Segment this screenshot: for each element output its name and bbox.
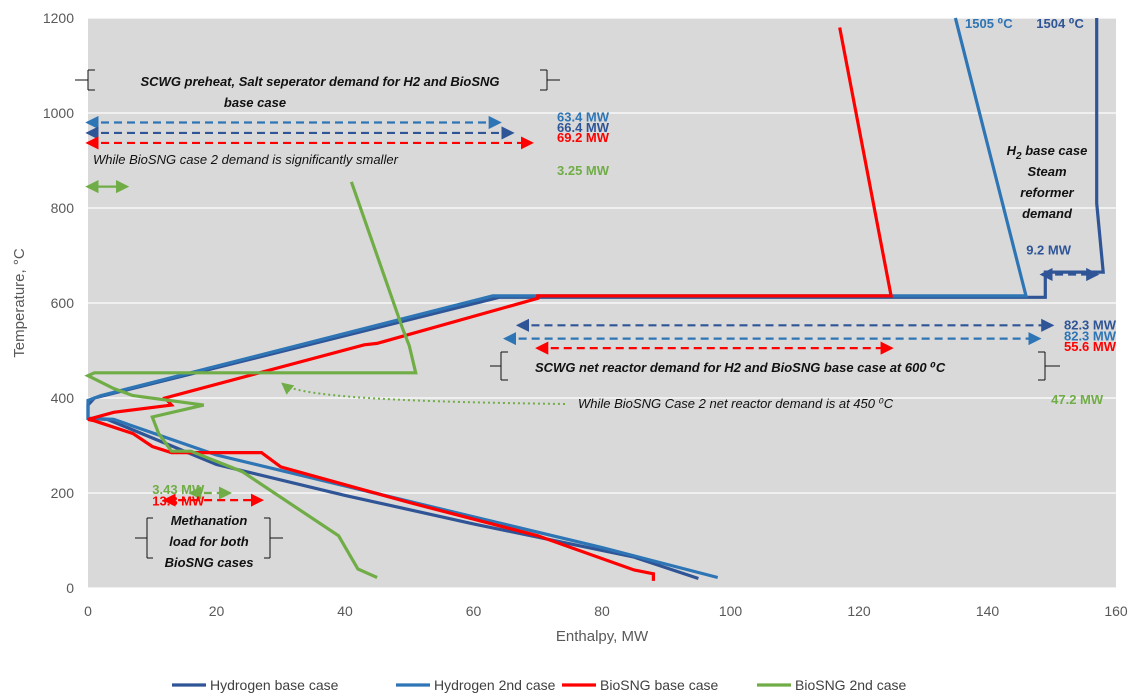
y-tick-label: 0 xyxy=(66,580,74,596)
x-tick-label: 80 xyxy=(594,603,610,619)
x-tick-label: 60 xyxy=(466,603,482,619)
annotation-value-label: 13.8 MW xyxy=(152,494,205,509)
annotation-value-label: 1504 ⁰C xyxy=(1036,16,1084,31)
annotation-value-label: 3.43 MW xyxy=(152,482,205,497)
legend-label: BioSNG base case xyxy=(600,677,718,693)
y-tick-label: 200 xyxy=(51,485,75,501)
biosng2-reactor-note: While BioSNG Case 2 net reactor demand i… xyxy=(578,396,894,411)
x-tick-label: 120 xyxy=(847,603,871,619)
annotation-value-label: 47.2 MW xyxy=(1051,392,1104,407)
svg-text:SCWG preheat, Salt seperator d: SCWG preheat, Salt seperator demand for … xyxy=(140,74,499,89)
svg-text:H2 base case: H2 base case xyxy=(1007,143,1088,162)
annotation-arrows xyxy=(85,115,1100,507)
annotation-value-label: 82.3 MW xyxy=(1064,328,1117,343)
series-line-biosng-base-case xyxy=(87,27,894,581)
reactor-note: SCWG net reactor demand for H2 and BioSN… xyxy=(490,351,1060,381)
y-tick-labels: 0 200 400 600 800 1000 1200 xyxy=(43,10,74,596)
annotation-value-label: 3.25 MW xyxy=(557,163,610,178)
legend-label: BioSNG 2nd case xyxy=(795,677,906,693)
svg-text:base case: base case xyxy=(224,95,286,110)
x-tick-label: 40 xyxy=(337,603,353,619)
svg-text:load for both: load for both xyxy=(169,534,248,549)
svg-text:BioSNG cases: BioSNG cases xyxy=(165,555,254,570)
x-tick-label: 20 xyxy=(209,603,225,619)
x-tick-label: 0 xyxy=(84,603,92,619)
biosng2-reactor-pointer xyxy=(281,382,566,405)
grid xyxy=(88,17,1116,589)
svg-text:reformer: reformer xyxy=(1020,185,1074,200)
y-tick-label: 1200 xyxy=(43,10,74,26)
biosng2-preheat-note: While BioSNG case 2 demand is significan… xyxy=(93,152,399,167)
annotation-value-label: 1505 ⁰C xyxy=(965,16,1013,31)
svg-text:Steam: Steam xyxy=(1027,164,1066,179)
x-tick-label: 100 xyxy=(719,603,743,619)
preheat-note: SCWG preheat, Salt seperator demand for … xyxy=(75,69,560,110)
y-axis-title: Temperature, °C xyxy=(11,248,28,358)
methanation-note: Methanation load for both BioSNG cases xyxy=(135,513,283,570)
x-tick-label: 140 xyxy=(976,603,1000,619)
x-axis-title: Enthalpy, MW xyxy=(556,628,649,645)
legend-label: Hydrogen 2nd case xyxy=(434,677,556,693)
annotation-value-label: 66.4 MW xyxy=(557,120,610,135)
y-tick-label: 1000 xyxy=(43,105,74,121)
h2-reformer-note: H2 base case Steam reformer demand xyxy=(1007,143,1088,221)
y-tick-label: 800 xyxy=(51,200,75,216)
annotation-value-label: 63.4 MW xyxy=(557,109,610,124)
svg-text:Methanation: Methanation xyxy=(171,513,248,528)
y-tick-label: 400 xyxy=(51,390,75,406)
legend-label: Hydrogen base case xyxy=(210,677,339,693)
legend: Hydrogen base case Hydrogen 2nd case BioSN… xyxy=(172,677,906,693)
x-tick-labels: 0 20 40 60 80 100 120 140 160 xyxy=(84,603,1128,619)
svg-text:SCWG net reactor demand for H: SCWG net reactor demand for H2 and BioSN… xyxy=(535,360,946,375)
annotation-value-label: 9.2 MW xyxy=(1026,242,1072,257)
x-tick-label: 160 xyxy=(1104,603,1128,619)
y-tick-label: 600 xyxy=(51,295,75,311)
series-layer xyxy=(84,17,1105,581)
annotation-value-label: 55.6 MW xyxy=(1064,339,1117,354)
annotation-value-label: 69.2 MW xyxy=(557,130,610,145)
svg-text:demand: demand xyxy=(1022,206,1073,221)
series-line-biosng-2nd-case xyxy=(84,181,418,579)
annotation-value-label: 82.3 MW xyxy=(1064,317,1117,332)
